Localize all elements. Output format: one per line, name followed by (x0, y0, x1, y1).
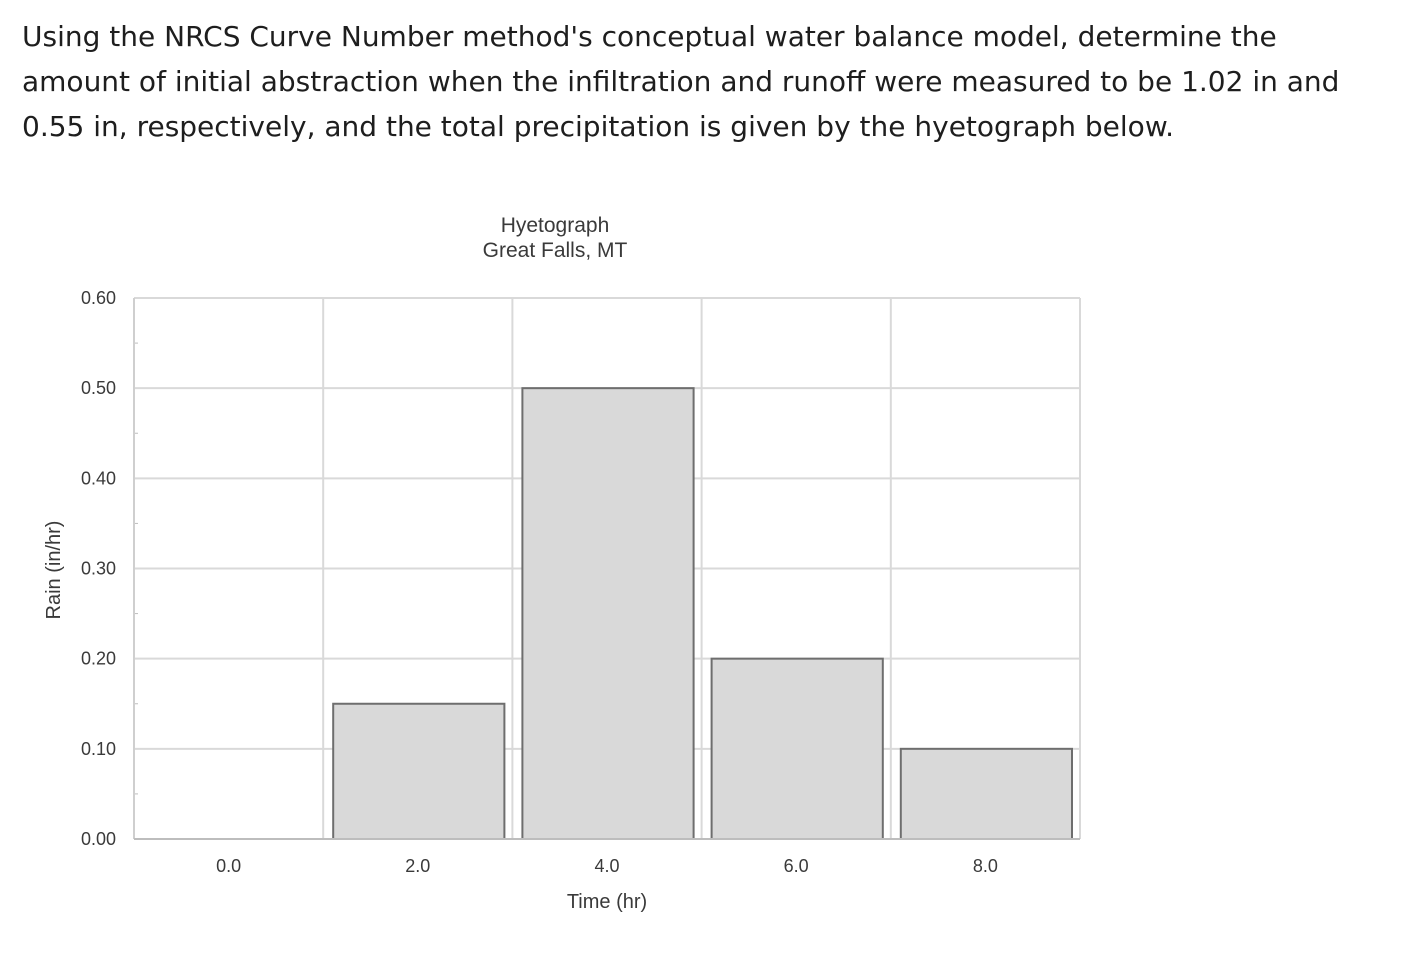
bar-6.0 (710, 657, 884, 841)
bar-2.0 (332, 702, 506, 840)
y-tick-labels: 0.00 0.10 0.20 0.30 0.40 0.50 0.60 (81, 288, 116, 849)
bar-8.0 (899, 747, 1073, 840)
y-tick-label: 0.40 (81, 468, 116, 488)
bars (332, 387, 1073, 841)
y-tick-label: 0.10 (81, 739, 116, 759)
y-tick-label: 0.20 (81, 649, 116, 669)
x-axis-title: Time (hr) (567, 891, 647, 913)
x-tick-label: 8.0 (973, 856, 998, 876)
y-tick-label: 0.00 (81, 829, 116, 849)
chart-subtitle: Great Falls, MT (483, 239, 628, 262)
axes (133, 298, 1080, 840)
y-tick-label: 0.30 (81, 559, 116, 579)
y-axis-title: Rain (in/hr) (43, 521, 65, 620)
x-tick-label: 4.0 (594, 856, 619, 876)
x-tick-label: 6.0 (784, 856, 809, 876)
question-text: Using the NRCS Curve Number method's con… (22, 20, 1340, 143)
x-tick-label: 2.0 (405, 856, 430, 876)
x-tick-label: 0.0 (216, 856, 241, 876)
y-tick-label: 0.60 (81, 288, 116, 308)
chart-title: Hyetograph (501, 214, 610, 237)
x-tick-labels: 0.0 2.0 4.0 6.0 8.0 (216, 856, 998, 876)
bar-4.0 (521, 387, 695, 840)
y-tick-label: 0.50 (81, 378, 116, 398)
